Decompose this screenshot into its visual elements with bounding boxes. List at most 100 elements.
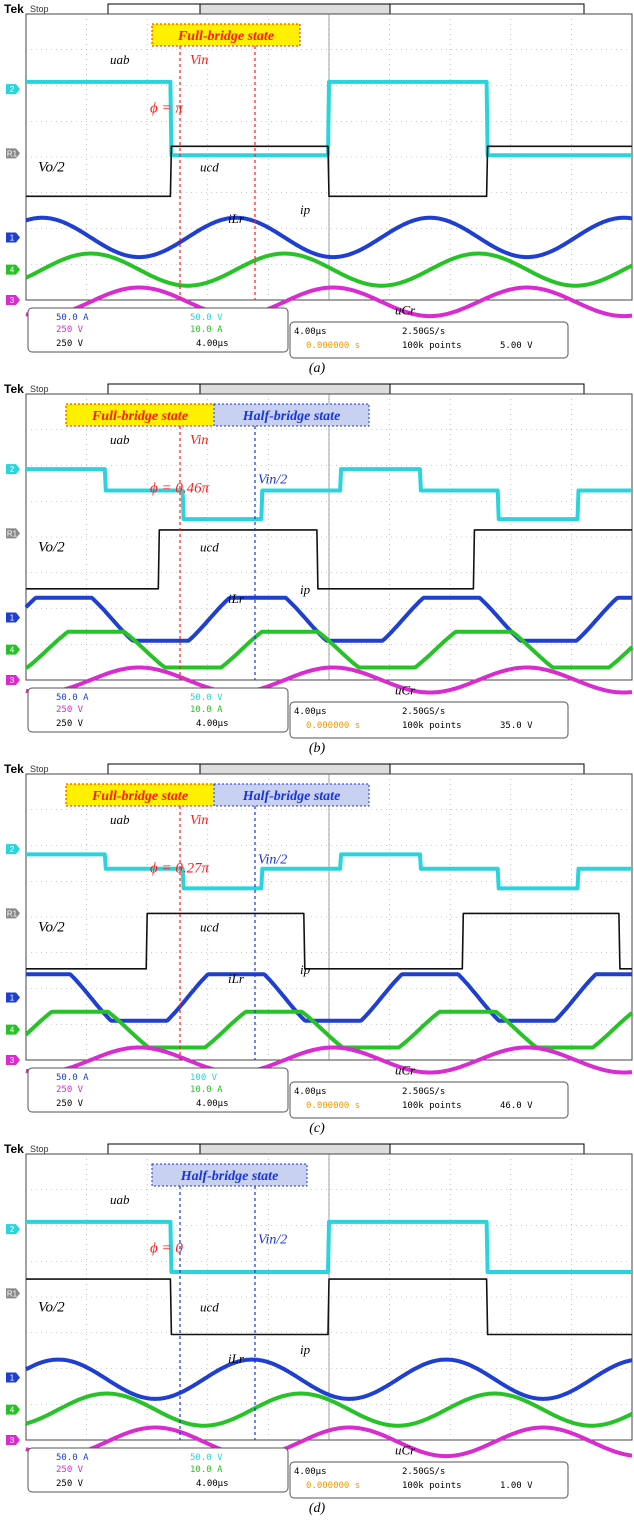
ch2-marker-label: 2 (10, 465, 15, 474)
trace-uab (25, 467, 633, 522)
panel-caption: (c) (309, 1121, 325, 1136)
trace-ucd (26, 145, 632, 198)
trace-label-uab: uab (110, 52, 130, 67)
scope-panel-1: TekStopT2R1143uabucdipiLruCrFull-bridge … (4, 382, 634, 756)
trace-uab (25, 852, 633, 891)
trace-uCr (25, 665, 633, 695)
trace-ip (25, 972, 633, 1023)
ch3-marker (6, 1435, 20, 1445)
tek-logo: Tek (4, 762, 24, 776)
status-stop: Stop (30, 1144, 49, 1154)
trace-ucd (26, 1278, 632, 1336)
ref-marker-label: R1 (7, 1289, 18, 1298)
acq-box (289, 321, 569, 359)
trace-label-iLr: iLr (228, 971, 245, 986)
panel-caption: (a) (309, 361, 326, 376)
annotation-vin2: Vin/2 (258, 472, 287, 487)
state-box-full (151, 23, 301, 47)
trace-uab (25, 1219, 633, 1274)
annotation-vin2: Vin/2 (258, 1232, 287, 1247)
setting-ref: 250 V (56, 339, 84, 349)
setting-ch3: 250 V (56, 705, 84, 715)
setting-ch1: 50.0 A (56, 1073, 89, 1083)
state-label-half: Half-bridge state (242, 409, 341, 424)
annotation-phi: ϕ = 0 (150, 1240, 183, 1256)
ch1-marker-label: 1 (10, 233, 15, 242)
trace-iLr (24, 1009, 634, 1050)
trace-uCr (25, 1045, 633, 1075)
setting-triggerpos: 0.000000 s (306, 341, 360, 351)
ch2-marker (6, 84, 20, 95)
trace-ip (25, 215, 633, 260)
trace-label-iLr: iLr (228, 591, 245, 606)
setting-triggerlevel: 35.0 V (500, 721, 533, 731)
ref-marker-label: R1 (7, 149, 18, 158)
trace-label-ip: ip (300, 962, 311, 977)
trace-uCr (25, 285, 633, 319)
ref-marker (6, 528, 20, 539)
setting-readout: 4.00µs (294, 1467, 327, 1477)
setting-record: 100k points (402, 1481, 462, 1491)
acq-box (289, 701, 569, 739)
scope-panel-0: TekStopT2R1143uabucdipiLruCrFull-bridge … (4, 2, 634, 376)
ch3-marker-label: 3 (10, 1056, 15, 1065)
ch1-marker (6, 612, 20, 623)
annotation-vin: Vin (190, 53, 208, 68)
state-label-half: Half-bridge state (180, 1169, 279, 1184)
setting-record: 100k points (402, 341, 462, 351)
trace-label-ucd: ucd (200, 539, 219, 554)
ch3-marker (6, 295, 20, 305)
setting-timebase: 4.00µs (196, 719, 229, 729)
ch2-marker-label: 2 (10, 1225, 15, 1234)
setting-timebase: 4.00µs (196, 1479, 229, 1489)
setting-readout: 4.00µs (294, 707, 327, 717)
ch4-marker (6, 1404, 20, 1415)
annotation-phi: ϕ = π (150, 100, 183, 116)
setting-ch1: 50.0 A (56, 313, 89, 323)
ch1-marker-label: 1 (10, 613, 15, 622)
setting-ch2: 50.0 V (190, 1453, 223, 1463)
ch3-marker-label: 3 (10, 1436, 15, 1445)
ch3-marker (6, 675, 20, 685)
trace-label-uCr: uCr (395, 1062, 416, 1077)
trace-ip (24, 1357, 633, 1401)
state-label-full: Full-bridge state (91, 789, 188, 804)
state-box-half (213, 403, 370, 427)
setting-ch4: 10.0 A (190, 705, 223, 715)
annotation-vin: Vin (190, 813, 208, 828)
trace-label-uCr: uCr (395, 682, 416, 697)
annotation-vo2: Vo/2 (38, 159, 65, 175)
ch4-marker-label: 4 (10, 646, 15, 655)
ch2-marker-label: 2 (10, 85, 15, 94)
setting-ch4: 10.0 A (190, 1465, 223, 1475)
status-stop: Stop (30, 4, 49, 14)
trace-ucd (26, 529, 632, 590)
status-stop: Stop (30, 764, 49, 774)
ch2-marker (6, 464, 20, 475)
ch1-marker (6, 1372, 20, 1383)
setting-triggerlevel: 46.0 V (500, 1101, 533, 1111)
ch4-marker-label: 4 (10, 266, 15, 275)
annotation-vo2: Vo/2 (38, 539, 65, 555)
trace-label-ucd: ucd (200, 1299, 219, 1314)
setting-record: 100k points (402, 721, 462, 731)
ref-marker (6, 908, 20, 919)
ch4-marker-label: 4 (10, 1406, 15, 1415)
setting-ch1: 50.0 A (56, 1453, 89, 1463)
record-window (199, 763, 391, 775)
setting-ref: 250 V (56, 1099, 84, 1109)
trace-label-iLr: iLr (228, 1351, 245, 1366)
state-label-full: Full-bridge state (177, 29, 274, 44)
trace-iLr (25, 1391, 633, 1428)
ch2-marker-label: 2 (10, 845, 15, 854)
ref-marker-label: R1 (7, 529, 18, 538)
settings-box (27, 687, 289, 733)
record-window (199, 383, 391, 395)
ch1-marker (6, 232, 20, 243)
tek-logo: Tek (4, 382, 24, 396)
annotation-vin: Vin (190, 433, 208, 448)
ch4-marker (6, 644, 20, 655)
annotation-vo2: Vo/2 (38, 1299, 65, 1315)
